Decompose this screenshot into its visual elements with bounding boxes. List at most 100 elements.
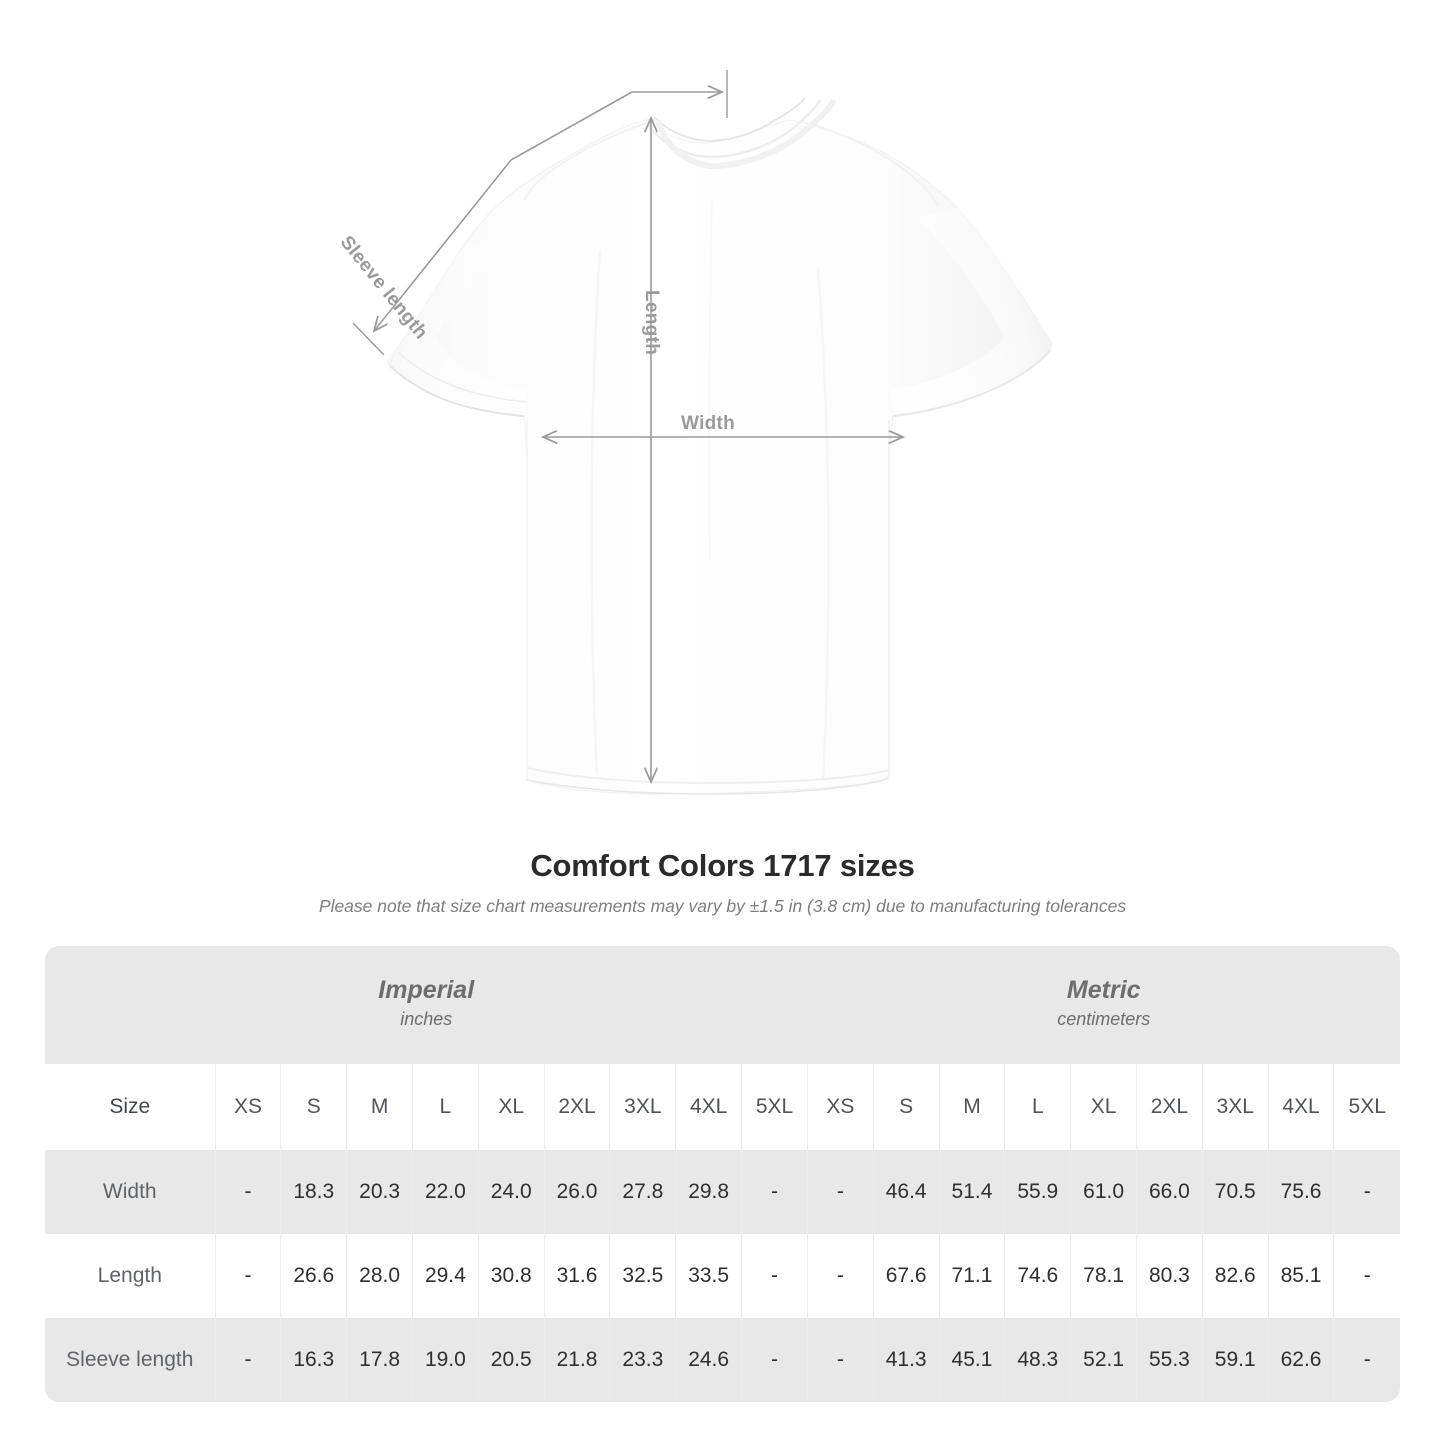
cell: 26.6 bbox=[280, 1234, 347, 1318]
cell: 29.4 bbox=[411, 1234, 479, 1318]
cell: 80.3 bbox=[1136, 1234, 1203, 1318]
tshirt-illustration bbox=[352, 70, 1053, 795]
cell: 62.6 bbox=[1267, 1318, 1334, 1402]
cell: 18.3 bbox=[280, 1150, 347, 1234]
size-col-imperial-xl: XL bbox=[477, 1064, 545, 1150]
cell: 20.3 bbox=[346, 1150, 413, 1234]
size-col-imperial-m: M bbox=[346, 1064, 413, 1150]
cell: 70.5 bbox=[1201, 1150, 1269, 1234]
cell: 29.8 bbox=[675, 1150, 742, 1234]
cell: 74.6 bbox=[1004, 1234, 1071, 1318]
size-col-metric-m: M bbox=[938, 1064, 1005, 1150]
cell: 21.8 bbox=[543, 1318, 610, 1402]
cell: - bbox=[741, 1318, 808, 1402]
size-table: Imperial inches Metric centimeters Size … bbox=[45, 946, 1400, 1402]
size-header-row: Size XS S M L XL 2XL 3XL 4XL 5XL XS S M … bbox=[45, 1064, 1400, 1150]
length-label: Length bbox=[641, 290, 662, 356]
size-col-metric-3xl: 3XL bbox=[1201, 1064, 1269, 1150]
cell: 66.0 bbox=[1136, 1150, 1203, 1234]
cell: 55.9 bbox=[1004, 1150, 1071, 1234]
cell: 16.3 bbox=[280, 1318, 347, 1402]
size-col-metric-4xl: 4XL bbox=[1267, 1064, 1334, 1150]
cell: 23.3 bbox=[609, 1318, 676, 1402]
cell: 17.8 bbox=[346, 1318, 413, 1402]
imperial-unit-cell: Imperial inches bbox=[45, 946, 808, 1064]
cell: 75.6 bbox=[1267, 1150, 1334, 1234]
cell: 61.0 bbox=[1070, 1150, 1137, 1234]
sleeve-end-tick bbox=[352, 322, 385, 356]
cell: 19.0 bbox=[411, 1318, 479, 1402]
cell: - bbox=[806, 1150, 874, 1234]
cell: 26.0 bbox=[543, 1150, 610, 1234]
size-col-metric-5xl: 5XL bbox=[1333, 1064, 1400, 1150]
size-col-imperial-5xl: 5XL bbox=[741, 1064, 808, 1150]
cell: - bbox=[1333, 1150, 1400, 1234]
size-col-imperial-s: S bbox=[280, 1064, 347, 1150]
sleeve-length-arrow bbox=[374, 159, 512, 331]
cell: 48.3 bbox=[1004, 1318, 1071, 1402]
table-row: Length - 26.6 28.0 29.4 30.8 31.6 32.5 3… bbox=[45, 1234, 1400, 1318]
cell: - bbox=[214, 1150, 281, 1234]
cell: 55.3 bbox=[1136, 1318, 1203, 1402]
tolerance-note: Please note that size chart measurements… bbox=[318, 896, 1127, 916]
size-col-metric-s: S bbox=[872, 1064, 940, 1150]
unit-banner-row: Imperial inches Metric centimeters bbox=[45, 946, 1400, 1064]
cell: - bbox=[1333, 1234, 1400, 1318]
row-label-length: Length bbox=[45, 1234, 216, 1318]
size-header-label: Size bbox=[45, 1064, 216, 1150]
table-row: Width - 18.3 20.3 22.0 24.0 26.0 27.8 29… bbox=[45, 1150, 1400, 1234]
imperial-unit-name: Imperial bbox=[378, 976, 475, 1005]
cell: - bbox=[806, 1234, 874, 1318]
cell: 52.1 bbox=[1070, 1318, 1137, 1402]
cell: 78.1 bbox=[1070, 1234, 1137, 1318]
cell: 45.1 bbox=[938, 1318, 1005, 1402]
cell: 51.4 bbox=[938, 1150, 1005, 1234]
cell: 27.8 bbox=[609, 1150, 676, 1234]
cell: 24.0 bbox=[477, 1150, 545, 1234]
page-title: Comfort Colors 1717 sizes bbox=[530, 848, 915, 883]
cell: - bbox=[214, 1234, 281, 1318]
cell: 41.3 bbox=[872, 1318, 940, 1402]
cell: 24.6 bbox=[675, 1318, 742, 1402]
cell: 32.5 bbox=[609, 1234, 676, 1318]
cell: 46.4 bbox=[872, 1150, 940, 1234]
cell: 85.1 bbox=[1267, 1234, 1334, 1318]
size-col-metric-2xl: 2XL bbox=[1136, 1064, 1203, 1150]
cell: 59.1 bbox=[1201, 1318, 1269, 1402]
cell: 33.5 bbox=[675, 1234, 742, 1318]
garment-shape bbox=[386, 97, 1053, 795]
size-col-imperial-3xl: 3XL bbox=[609, 1064, 676, 1150]
size-table-container: Imperial inches Metric centimeters Size … bbox=[45, 946, 1400, 1402]
row-label-sleeve-length: Sleeve length bbox=[45, 1318, 216, 1402]
cell: 28.0 bbox=[346, 1234, 413, 1318]
metric-unit-cell: Metric centimeters bbox=[807, 946, 1400, 1064]
cell: - bbox=[1333, 1318, 1400, 1402]
cell: 71.1 bbox=[938, 1234, 1005, 1318]
table-row: Sleeve length - 16.3 17.8 19.0 20.5 21.8… bbox=[45, 1318, 1400, 1402]
size-col-metric-xs: XS bbox=[806, 1064, 874, 1150]
row-label-width: Width bbox=[45, 1150, 216, 1234]
cell: - bbox=[741, 1234, 808, 1318]
cell: - bbox=[806, 1318, 874, 1402]
metric-unit-sub: centimeters bbox=[1057, 1008, 1151, 1029]
cell: - bbox=[741, 1150, 808, 1234]
size-col-imperial-2xl: 2XL bbox=[543, 1064, 610, 1150]
size-col-imperial-xs: XS bbox=[214, 1064, 281, 1150]
metric-unit-name: Metric bbox=[1066, 976, 1141, 1005]
size-col-imperial-4xl: 4XL bbox=[675, 1064, 742, 1150]
cell: 82.6 bbox=[1201, 1234, 1269, 1318]
cell: 31.6 bbox=[543, 1234, 610, 1318]
size-col-metric-xl: XL bbox=[1070, 1064, 1137, 1150]
cell: 67.6 bbox=[872, 1234, 940, 1318]
size-col-metric-l: L bbox=[1004, 1064, 1071, 1150]
tshirt-diagram: Sleeve length Length Width bbox=[336, 70, 1053, 795]
cell: - bbox=[214, 1318, 281, 1402]
cell: 22.0 bbox=[411, 1150, 479, 1234]
size-col-imperial-l: L bbox=[411, 1064, 479, 1150]
cell: 30.8 bbox=[477, 1234, 545, 1318]
width-label: Width bbox=[681, 413, 736, 434]
cell: 20.5 bbox=[477, 1318, 545, 1402]
sleeve-leader-diagonal bbox=[510, 91, 633, 161]
imperial-unit-sub: inches bbox=[400, 1008, 453, 1029]
